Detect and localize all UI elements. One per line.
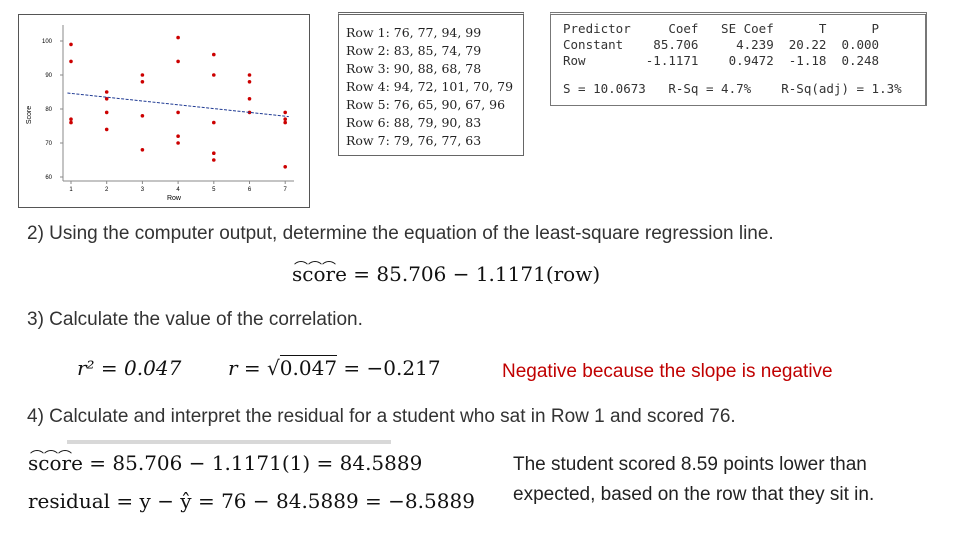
table-row: Row 7: 79, 76, 77, 63 <box>346 133 482 148</box>
data-table: Row 1: 76, 77, 94, 99 Row 2: 83, 85, 74,… <box>338 12 524 156</box>
y-axis-label: Score <box>26 106 33 124</box>
data-point <box>140 73 145 77</box>
x-tick-label: 7 <box>284 187 288 193</box>
data-point <box>212 73 216 77</box>
regression-line <box>67 92 289 118</box>
data-point <box>247 97 252 101</box>
r-squared: r² = 0.047 <box>77 356 182 380</box>
residual-equation: residual = y − ŷ = 76 − 84.5889 = −8.588… <box>28 489 475 513</box>
score-hat: ⌒⌒⌒ score <box>28 450 83 475</box>
data-point <box>212 151 216 155</box>
table-row: Row 5: 76, 65, 90, 67, 96 <box>346 97 506 112</box>
data-point <box>283 110 288 115</box>
y-tick-label: 70 <box>45 141 52 147</box>
data-point <box>212 158 216 162</box>
y-tick-label: 80 <box>45 107 52 113</box>
data-point <box>212 52 216 57</box>
data-point <box>247 110 252 115</box>
x-tick-label: 1 <box>69 187 73 193</box>
x-axis-label: Row <box>167 195 182 202</box>
data-point <box>176 35 180 40</box>
score-label: score <box>292 262 347 286</box>
r-value: = −0.217 <box>343 356 441 380</box>
data-point <box>247 73 252 77</box>
data-point <box>283 165 288 169</box>
question-2: 2) Using the computer output, determine … <box>27 223 774 244</box>
data-point <box>69 120 73 125</box>
score-label: score <box>28 451 83 475</box>
correlation-equation: r = √0.047 = −0.217 <box>228 355 441 380</box>
sqrt-symbol: √ <box>267 356 280 380</box>
divider <box>67 440 391 444</box>
predicted-value: = 85.706 − 1.1171(1) = 84.5889 <box>89 451 423 475</box>
table-row: Row 6: 88, 79, 90, 83 <box>346 115 482 130</box>
table-row: Row 2: 83, 85, 74, 79 <box>346 43 482 58</box>
data-point <box>104 90 109 94</box>
hat-accent: ⌒⌒⌒ <box>294 261 336 277</box>
data-point <box>69 42 73 47</box>
regression-equation: ⌒⌒⌒ score = 85.706 − 1.1171(row) <box>292 261 601 286</box>
data-point <box>212 120 216 125</box>
data-point <box>104 110 109 115</box>
output-line: S = 10.0673 R-Sq = 4.7% R-Sq(adj) = 1.3% <box>563 81 902 96</box>
data-point <box>69 117 73 121</box>
y-tick-label: 90 <box>45 73 52 79</box>
x-tick-label: 5 <box>212 187 216 193</box>
data-point <box>176 59 180 64</box>
interpretation-line-1: The student scored 8.59 points lower tha… <box>513 454 867 475</box>
x-tick-label: 3 <box>141 187 145 193</box>
data-point <box>176 110 180 115</box>
r-label: r = <box>228 356 261 380</box>
table-row: Row 1: 76, 77, 94, 99 <box>346 25 482 40</box>
equation-rhs: = 85.706 − 1.1171(row) <box>353 262 601 286</box>
data-point <box>69 59 73 64</box>
table-row: Row 4: 94, 72, 101, 70, 79 <box>346 79 514 94</box>
question-4: 4) Calculate and interpret the residual … <box>27 406 736 427</box>
output-line: Row -1.1171 0.9472 -1.18 0.248 <box>563 53 880 68</box>
x-tick-label: 2 <box>105 187 109 193</box>
output-line: Predictor Coef SE Coef T P <box>563 21 880 36</box>
data-point <box>140 148 145 152</box>
predicted-score-equation: ⌒⌒⌒ score = 85.706 − 1.1171(1) = 84.5889 <box>28 450 423 475</box>
regression-output: Predictor Coef SE Coef T P Constant 85.7… <box>550 12 927 106</box>
output-line: Constant 85.706 4.239 20.22 0.000 <box>563 37 880 52</box>
radicand: 0.047 <box>279 355 338 380</box>
data-point <box>176 134 180 138</box>
sign-note: Negative because the slope is negative <box>502 361 833 382</box>
y-tick-label: 100 <box>42 39 53 45</box>
data-point <box>283 120 288 125</box>
scatterplot: Score Row 100 90 80 70 60 1 2 3 4 5 6 7 <box>26 25 294 202</box>
x-tick-label: 6 <box>248 187 252 193</box>
question-3: 3) Calculate the value of the correlatio… <box>27 309 363 330</box>
data-point <box>176 141 180 145</box>
data-point <box>247 80 252 84</box>
data-point <box>283 117 288 121</box>
data-point <box>140 80 145 84</box>
data-point <box>140 114 145 118</box>
table-row: Row 3: 90, 88, 68, 78 <box>346 61 482 76</box>
data-point <box>104 127 109 132</box>
hat-accent: ⌒⌒⌒ <box>30 450 72 466</box>
score-hat: ⌒⌒⌒ score <box>292 261 347 286</box>
data-point <box>104 97 109 101</box>
interpretation-line-2: expected, based on the row that they sit… <box>513 484 875 505</box>
x-tick-label: 4 <box>176 187 180 193</box>
y-tick-label: 60 <box>45 175 52 181</box>
scatterplot-panel: Score Row 100 90 80 70 60 1 2 3 4 5 6 7 <box>18 14 310 208</box>
